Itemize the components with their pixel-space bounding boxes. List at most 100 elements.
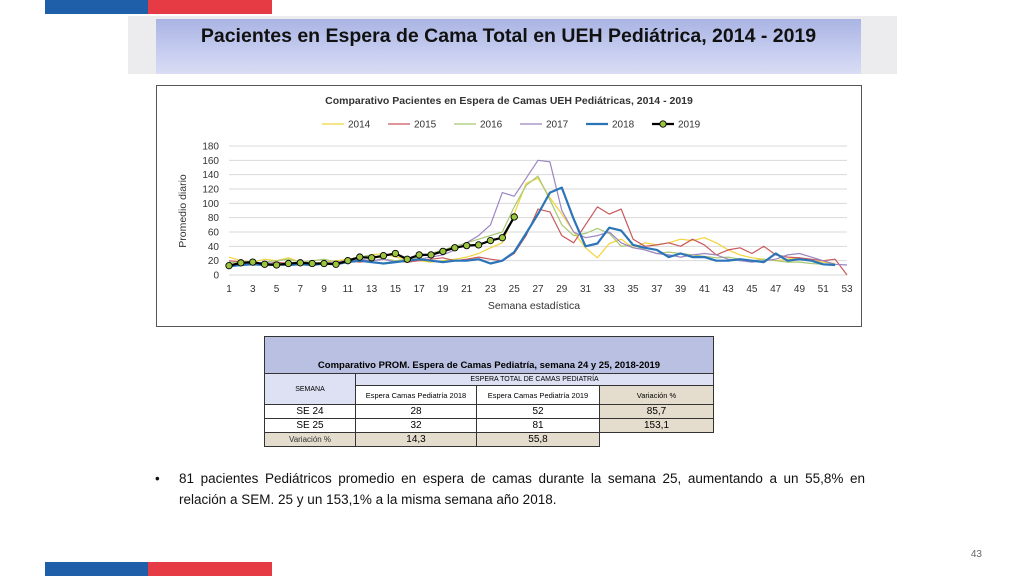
column-header-2018: Espera Camas Pediatría 2018	[355, 385, 477, 405]
series-2019-marker	[332, 260, 340, 268]
series-2019-marker	[427, 251, 435, 259]
bottom-flag-bar	[45, 562, 272, 576]
y-tick-label: 40	[208, 242, 220, 253]
cell-variacion: 85,7	[599, 404, 714, 419]
series-2019-marker	[415, 251, 423, 259]
cell-2018: 28	[355, 404, 477, 419]
series-2019-marker	[356, 253, 364, 261]
flag-blue-segment	[45, 0, 148, 14]
series-2019-marker	[237, 259, 245, 267]
chart-title: Comparativo Pacientes en Espera de Camas…	[325, 95, 693, 107]
series-2019-marker	[284, 259, 293, 268]
y-tick-label: 100	[202, 199, 219, 210]
series-2019-marker	[391, 249, 400, 258]
y-tick-label: 120	[202, 185, 219, 196]
series-2019-marker	[308, 259, 316, 268]
y-tick-label: 60	[208, 228, 220, 239]
x-tick-label: 15	[390, 284, 402, 295]
row-label: SE 25	[264, 418, 356, 433]
x-axis-label: Semana estadística	[488, 300, 580, 312]
x-tick-label: 31	[580, 284, 592, 295]
slide-title: Pacientes en Espera de Cama Total en UEH…	[200, 25, 817, 47]
series-line-2016	[228, 175, 836, 266]
series-2019-marker	[249, 258, 257, 266]
x-tick-label: 1	[226, 284, 232, 295]
x-tick-label: 53	[841, 284, 853, 295]
x-tick-label: 13	[366, 284, 378, 295]
line-chart: Comparativo Pacientes en Espera de Camas…	[156, 85, 862, 327]
series-2019-marker	[463, 241, 471, 250]
series-2019-marker	[344, 257, 352, 265]
series-2019-marker	[225, 262, 233, 270]
x-tick-label: 17	[414, 284, 426, 295]
top-flag-bar	[45, 0, 272, 14]
series-line-2017	[228, 159, 848, 266]
x-tick-label: 41	[699, 284, 711, 295]
y-tick-label: 160	[202, 156, 219, 167]
row-label: SE 24	[264, 404, 356, 419]
flag-red-segment	[148, 0, 272, 14]
legend-label: 2016	[480, 120, 503, 131]
comparison-table-wrap: Comparativo PROM. Espera de Camas Pediat…	[264, 336, 714, 447]
flag-red-segment	[148, 562, 272, 576]
x-tick-label: 43	[723, 284, 735, 295]
bullet-icon: •	[155, 471, 160, 486]
table-title: Comparativo PROM. Espera de Camas Pediat…	[264, 336, 714, 374]
legend-label: 2019	[678, 120, 701, 131]
cell-2018: 32	[355, 418, 477, 433]
x-tick-label: 51	[818, 284, 830, 295]
y-tick-label: 140	[202, 170, 219, 181]
cell-2019: 52	[476, 404, 600, 419]
series-2019-marker	[474, 241, 483, 249]
y-axis-label: Promedio diario	[177, 174, 189, 248]
footer-2019: 55,8	[476, 432, 600, 447]
x-tick-label: 19	[437, 284, 449, 295]
series-line-2018	[228, 186, 836, 268]
series-2019-marker	[367, 254, 376, 262]
series-2019-marker	[439, 247, 447, 256]
x-tick-label: 39	[675, 284, 687, 295]
table-row: SE 24 28 52 85,7	[264, 404, 714, 419]
cell-2019: 81	[476, 418, 600, 433]
series-2019-marker	[272, 261, 281, 269]
x-tick-label: 37	[651, 284, 663, 295]
cell-variacion: 153,1	[599, 418, 714, 433]
x-tick-label: 33	[604, 284, 616, 295]
page-number: 43	[970, 549, 982, 560]
x-tick-label: 11	[343, 284, 354, 295]
series-2019-marker	[261, 260, 269, 268]
y-axis-ticks: 0 20 40 60 80 100 120 140 160 180	[202, 142, 219, 282]
series-2019-marker	[451, 244, 459, 252]
column-header-variacion: Variación %	[599, 385, 714, 405]
series-2019-marker	[510, 213, 518, 221]
series-2019-marker	[320, 259, 328, 268]
title-box: Pacientes en Espera de Cama Total en UEH…	[156, 19, 861, 74]
x-tick-label: 21	[461, 284, 473, 295]
x-tick-label: 5	[274, 284, 280, 295]
y-tick-label: 0	[213, 271, 219, 282]
series-2019-marker	[379, 251, 388, 260]
legend-label: 2014	[348, 120, 371, 131]
footer-label: Variación %	[264, 432, 356, 447]
chart-series	[225, 159, 848, 276]
flag-blue-segment	[45, 562, 148, 576]
x-tick-label: 25	[509, 284, 521, 295]
x-tick-label: 49	[794, 284, 806, 295]
bullet-point: • 81 pacientes Pediátricos promedio en e…	[155, 468, 865, 510]
legend-label: 2018	[612, 120, 635, 131]
table-row: SE 25 32 81 153,1	[264, 418, 714, 433]
semana-header: SEMANA	[264, 373, 356, 405]
column-header-2019: Espera Camas Pediatría 2019	[476, 385, 600, 405]
legend-marker	[659, 120, 667, 128]
x-tick-label: 23	[485, 284, 497, 295]
x-tick-label: 7	[298, 284, 304, 295]
chart-svg: Comparativo Pacientes en Espera de Camas…	[177, 95, 853, 312]
legend-label: 2017	[546, 120, 569, 131]
y-tick-label: 20	[208, 256, 220, 267]
series-2019-marker	[486, 236, 495, 245]
comparison-table: Comparativo PROM. Espera de Camas Pediat…	[264, 336, 714, 447]
x-tick-label: 29	[556, 284, 568, 295]
x-tick-label: 35	[628, 284, 640, 295]
x-tick-label: 47	[770, 284, 782, 295]
y-tick-label: 80	[208, 213, 220, 224]
